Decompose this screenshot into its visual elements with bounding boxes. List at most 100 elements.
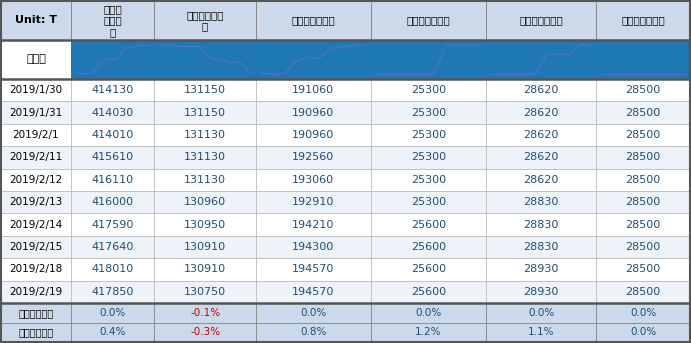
Text: 25600: 25600 [411,242,446,252]
Text: 25600: 25600 [411,220,446,229]
Text: 28620: 28620 [524,85,559,95]
Text: 194570: 194570 [292,287,334,297]
Text: 28620: 28620 [524,175,559,185]
Bar [71,303,154,322]
Text: 28620: 28620 [524,152,559,162]
Text: 131130: 131130 [184,130,226,140]
Bar [71,79,154,101]
Text: 2019/2/13: 2019/2/13 [10,197,63,207]
Text: 190960: 190960 [292,130,334,140]
Text: 131150: 131150 [184,85,226,95]
Text: 25300: 25300 [411,152,446,162]
Text: 130950: 130950 [184,220,226,229]
Bar [256,79,371,101]
Text: 28830: 28830 [524,197,559,207]
Bar [71,124,154,146]
Text: 191060: 191060 [292,85,334,95]
Text: 28620: 28620 [524,130,559,140]
Text: 131150: 131150 [184,108,226,118]
Bar [371,79,486,101]
Text: 天然橙胶：山东: 天然橙胶：山东 [292,15,335,25]
Text: 192560: 192560 [292,152,334,162]
Text: 418010: 418010 [91,264,134,274]
Text: 417640: 417640 [91,242,134,252]
Text: 2019/2/18: 2019/2/18 [10,264,63,274]
Bar [1,281,71,303]
Bar [154,40,256,79]
Bar [596,303,690,322]
Bar [596,1,690,40]
Bar [1,1,71,40]
Text: 25300: 25300 [411,85,446,95]
Text: 0.4%: 0.4% [100,327,126,337]
Bar [596,124,690,146]
Bar [486,146,596,168]
Text: 25600: 25600 [411,287,446,297]
Bar [256,40,371,79]
Text: 2019/2/11: 2019/2/11 [10,152,63,162]
Bar [256,146,371,168]
Bar [371,258,486,281]
Text: 2019/2/12: 2019/2/12 [10,175,63,185]
Bar [154,303,256,322]
Text: 415610: 415610 [92,152,133,162]
Text: 28500: 28500 [625,242,661,252]
Text: 25300: 25300 [411,175,446,185]
Bar [71,322,154,342]
Text: 天然橙胶：海南: 天然橙胶：海南 [406,15,451,25]
Text: 28500: 28500 [625,108,661,118]
Text: 与上一日相比: 与上一日相比 [19,308,54,318]
Text: 416110: 416110 [92,175,133,185]
Bar [486,258,596,281]
Bar [71,236,154,258]
Bar [596,101,690,124]
Bar [1,168,71,191]
Bar [486,40,596,79]
Text: -0.1%: -0.1% [190,308,220,318]
Text: 0.0%: 0.0% [415,308,442,318]
Text: 130750: 130750 [184,287,226,297]
Text: 0.0%: 0.0% [630,308,656,318]
Text: 28500: 28500 [625,197,661,207]
Bar [1,146,71,168]
Text: 25600: 25600 [411,264,446,274]
Text: 192910: 192910 [292,197,334,207]
Bar [154,281,256,303]
Text: 28830: 28830 [524,220,559,229]
Text: 25300: 25300 [411,130,446,140]
Text: 28500: 28500 [625,85,661,95]
Text: 天然橙胶：云南: 天然橙胶：云南 [621,15,665,25]
Text: 天然橙胶：上
海: 天然橙胶：上 海 [187,10,224,31]
Text: 28620: 28620 [524,108,559,118]
Text: 194300: 194300 [292,242,334,252]
Bar [256,236,371,258]
Bar [371,40,486,79]
Text: 2019/2/14: 2019/2/14 [10,220,63,229]
Bar [371,303,486,322]
Bar [256,258,371,281]
Bar [596,258,690,281]
Bar [596,40,690,79]
Text: 414030: 414030 [91,108,134,118]
Bar [486,124,596,146]
Bar [71,213,154,236]
Bar [1,40,71,79]
Text: -0.3%: -0.3% [190,327,220,337]
Bar [596,213,690,236]
Text: 0.0%: 0.0% [100,308,126,318]
Bar [256,281,371,303]
Text: Unit: T: Unit: T [15,15,57,25]
Bar [486,281,596,303]
Text: 131130: 131130 [184,175,226,185]
Bar [371,236,486,258]
Text: 0.0%: 0.0% [630,327,656,337]
Text: 2019/2/15: 2019/2/15 [10,242,63,252]
Bar [371,1,486,40]
Text: 1.1%: 1.1% [528,327,554,337]
Bar [1,303,71,322]
Bar [1,79,71,101]
Text: 28930: 28930 [524,287,559,297]
Text: 414130: 414130 [91,85,134,95]
Bar [256,124,371,146]
Bar [154,124,256,146]
